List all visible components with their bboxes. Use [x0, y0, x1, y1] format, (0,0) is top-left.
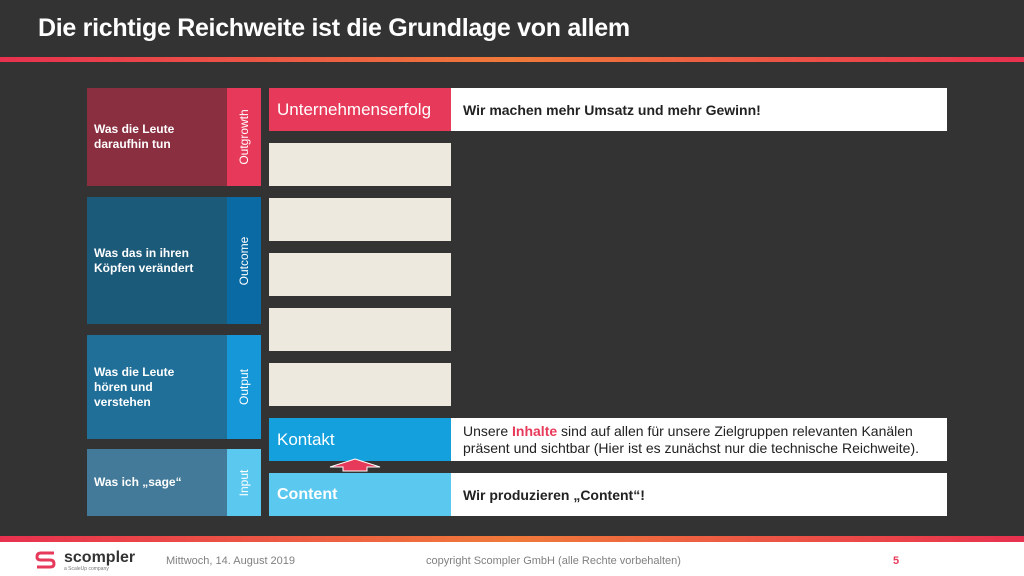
left-block-outgrowth: Was die Leute daraufhin tun	[87, 88, 227, 186]
footer-brand: scompler	[64, 549, 136, 566]
page-number: 5	[893, 555, 900, 567]
mid-box-kontakt-label: Kontakt	[277, 429, 335, 449]
right-box-unternehmenserfolg: Wir machen mehr Umsatz und mehr Gewinn!	[451, 88, 947, 131]
left-block-outgrowth-text: Was die Leute daraufhin tun	[94, 122, 175, 151]
mid-box-content-label: Content	[277, 485, 338, 503]
arrow-up-icon	[329, 458, 381, 472]
footer-copyright: copyright Scompler GmbH (alle Rechte vor…	[426, 555, 681, 567]
vertical-label-output: Output	[237, 368, 251, 406]
vertical-bar-outcome: Outcome	[227, 197, 261, 324]
mid-box-content: Content	[269, 473, 451, 516]
mid-box-unternehmenserfolg: Unternehmenserfolg	[269, 88, 451, 131]
mid-box-empty-4	[269, 308, 451, 351]
mid-box-empty-5	[269, 363, 451, 406]
vertical-label-outgrowth: Outgrowth	[237, 109, 251, 165]
right-box-kontakt: Unsere Inhalte sind auf allen für unsere…	[451, 418, 947, 461]
vertical-bar-output: Output	[227, 335, 261, 439]
footer: scompler a ScaleUp company Mittwoch, 14.…	[0, 542, 1024, 576]
footer-date: Mittwoch, 14. August 2019	[166, 555, 296, 567]
highlight-inhalte: Inhalte	[512, 422, 558, 439]
right-box-kontakt-text: Unsere Inhalte sind auf allen für unsere…	[463, 422, 919, 456]
top-gradient-bar	[0, 57, 1024, 62]
left-block-outcome: Was das in ihren Köpfen verändert	[87, 197, 227, 324]
left-block-input-text: Was ich „sage“	[94, 475, 182, 489]
mid-box-empty-1	[269, 143, 451, 186]
left-block-output-text: Was die Leute hören und verstehen	[94, 364, 175, 409]
mid-box-empty-2	[269, 198, 451, 241]
right-box-unternehmenserfolg-text: Wir machen mehr Umsatz und mehr Gewinn!	[463, 101, 761, 118]
left-block-outcome-text: Was das in ihren Köpfen verändert	[94, 245, 194, 275]
bottom-gradient-bar	[0, 536, 1024, 542]
left-block-input: Was ich „sage“	[87, 449, 227, 516]
mid-box-unternehmenserfolg-label: Unternehmenserfolg	[277, 99, 432, 119]
page-title: Die richtige Reichweite ist die Grundlag…	[38, 14, 630, 42]
scompler-logo-icon	[35, 551, 56, 569]
vertical-bar-input: Input	[227, 449, 261, 516]
right-box-content: Wir produzieren „Content“!	[451, 473, 947, 516]
left-block-output: Was die Leute hören und verstehen	[87, 335, 227, 439]
mid-box-empty-3	[269, 253, 451, 296]
footer-brand-sub: a ScaleUp company	[64, 566, 109, 572]
vertical-label-outcome: Outcome	[237, 236, 251, 285]
right-box-content-text: Wir produzieren „Content“!	[463, 486, 645, 503]
vertical-label-input: Input	[237, 469, 251, 496]
vertical-bar-outgrowth: Outgrowth	[227, 88, 261, 186]
mid-box-kontakt: Kontakt	[269, 418, 451, 461]
